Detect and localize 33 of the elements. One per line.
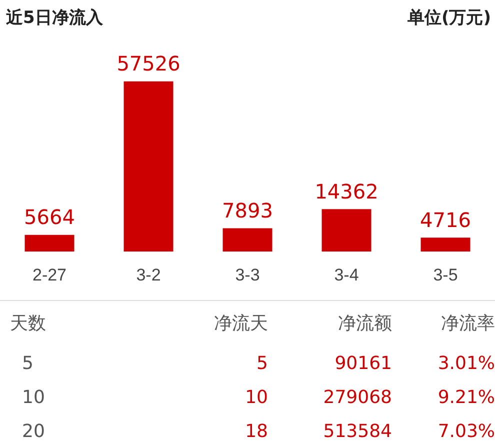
text: 279068 [322,386,392,410]
data-label: 7893 [222,198,273,222]
chart-title: 近5日净流入 [6,7,103,29]
y-axis-title: 单位(万元) [407,7,491,29]
bar [420,238,470,252]
text: 10 [21,386,46,410]
x-tick-label: 3-5 [433,265,458,284]
data-label: 5664 [24,205,75,230]
text: 513584 [322,420,392,444]
text: 3.01% [436,352,495,376]
text: 7.03% [436,420,495,444]
bar [124,81,174,252]
text: 90161 [334,352,392,376]
text: 净流额 [337,312,392,336]
text: 5 [256,352,268,376]
text: 20 [21,420,46,444]
text: 5 [21,352,34,376]
x-tick-label: 3-3 [235,265,260,284]
text: 天数 [9,312,47,336]
text: 10 [244,386,268,410]
x-tick-label: 2-27 [32,265,67,284]
data-label: 57526 [116,52,180,76]
data-label: 14362 [314,179,378,204]
x-tick-label: 3-2 [136,265,161,284]
text: 净流率 [440,312,495,336]
bar [322,209,372,252]
x-tick-label: 3-4 [334,265,359,284]
bar [222,228,272,252]
text: 净流天 [213,312,268,336]
text: 9.21% [436,386,495,410]
bar [24,234,74,252]
data-label: 4716 [420,208,471,232]
text: 18 [244,420,268,444]
